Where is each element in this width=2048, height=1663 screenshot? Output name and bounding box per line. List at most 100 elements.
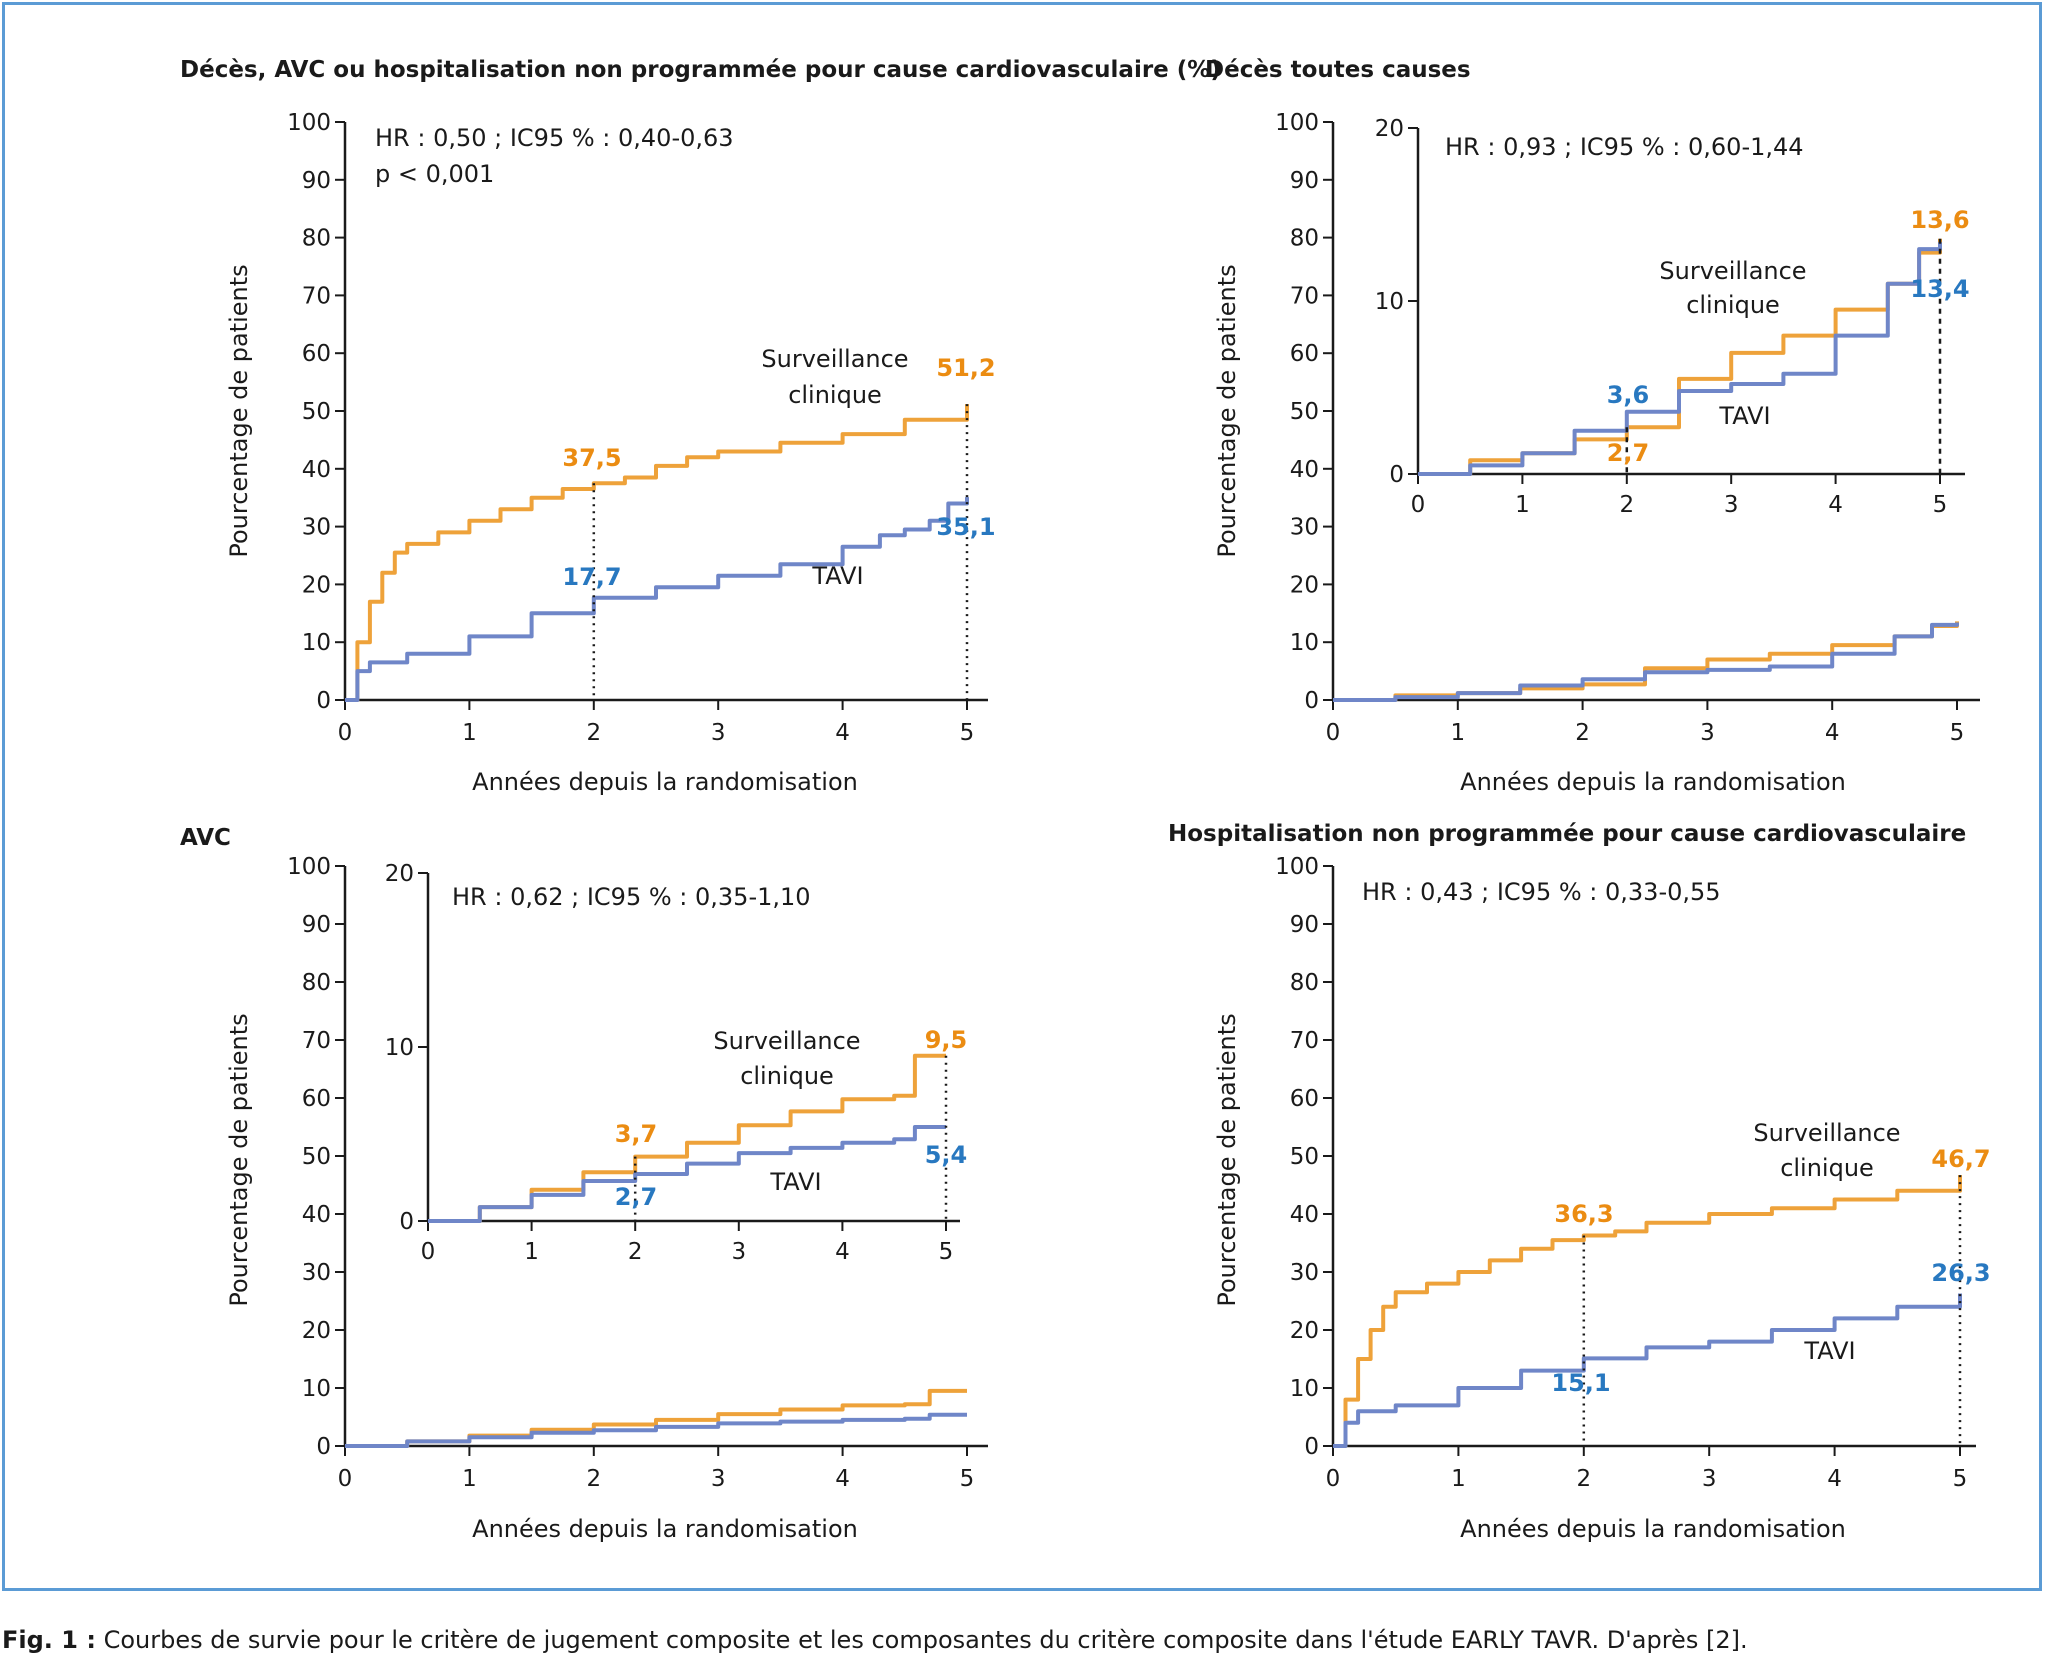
y-tick-label: 0 <box>316 688 331 714</box>
curve-label-surveillance: clinique <box>788 381 882 409</box>
x-tick-label: 3 <box>1700 720 1715 746</box>
value-annotation: 3,6 <box>1607 381 1650 409</box>
x-tick-label: 2 <box>586 1466 601 1492</box>
series-line-tavi <box>1333 1293 1962 1448</box>
x-tick-label: 0 <box>338 720 353 746</box>
y-tick-label: 30 <box>302 1260 331 1286</box>
y-tick-label: 40 <box>302 1202 331 1228</box>
inset-y-tick-label: 10 <box>1375 289 1404 315</box>
x-tick-label: 5 <box>960 1466 975 1492</box>
y-tick-label: 0 <box>316 1434 331 1460</box>
y-tick-label: 100 <box>1275 854 1319 880</box>
curve-label-surveillance: Surveillance <box>761 345 908 373</box>
x-tick-label: 4 <box>1825 720 1840 746</box>
value-annotation: 13,4 <box>1910 275 1969 303</box>
x-tick-label: 2 <box>1576 1466 1591 1492</box>
inset-x-tick-label: 4 <box>1828 492 1843 518</box>
x-axis-label: Années depuis la randomisation <box>472 768 858 796</box>
inset-series-line-tavi <box>428 1125 946 1223</box>
y-tick-label: 20 <box>302 1318 331 1344</box>
curve-label-surveillance: Surveillance <box>1659 257 1806 285</box>
figure-caption: Fig. 1 : Courbes de survie pour le critè… <box>2 1626 1748 1654</box>
y-tick-label: 10 <box>302 1376 331 1402</box>
y-tick-label: 90 <box>302 168 331 194</box>
y-tick-label: 70 <box>1290 283 1319 309</box>
x-tick-label: 4 <box>1827 1466 1842 1492</box>
inset-chart: 0 10 20 0 1 2 3 4 5 <box>385 861 960 1265</box>
chart-title: Décès, AVC ou hospitalisation non progra… <box>180 57 1221 83</box>
series-line-tavi <box>345 497 969 702</box>
value-annotation: 2,7 <box>615 1183 658 1211</box>
value-annotation: 51,2 <box>936 354 995 382</box>
inset-x-tick-label: 2 <box>628 1239 643 1265</box>
value-annotation: 46,7 <box>1931 1145 1990 1173</box>
y-tick-label: 50 <box>1290 1144 1319 1170</box>
inset-x-tick-label: 5 <box>1933 492 1948 518</box>
y-tick-label: 30 <box>1290 1260 1319 1286</box>
y-axis-label: Pourcentage de patients <box>1213 1013 1241 1306</box>
x-tick-label: 5 <box>1950 720 1965 746</box>
y-tick-label: 60 <box>302 1086 331 1112</box>
y-tick-label: 70 <box>302 283 331 309</box>
x-tick-label: 1 <box>1450 720 1465 746</box>
caption-label: Fig. 1 : <box>2 1626 96 1654</box>
curve-label-surveillance: clinique <box>1780 1154 1874 1182</box>
x-tick-label: 2 <box>1575 720 1590 746</box>
chart-panel-4: Hospitalisation non programmée pour caus… <box>1168 821 1991 1543</box>
chart-panel-2: Décès toutes causes010203040506070809010… <box>1205 57 1980 796</box>
y-tick-label: 40 <box>1290 457 1319 483</box>
y-tick-label: 10 <box>1290 1376 1319 1402</box>
inset-x-tick-label: 0 <box>421 1239 436 1265</box>
value-annotation: 35,1 <box>936 513 995 541</box>
y-tick-label: 80 <box>302 226 331 252</box>
figure-charts: Décès, AVC ou hospitalisation non progra… <box>180 57 1991 1543</box>
x-tick-label: 4 <box>835 720 850 746</box>
curve-label-surveillance: clinique <box>740 1062 834 1090</box>
inset-x-tick-label: 0 <box>1411 492 1426 518</box>
inset-x-tick-label: 3 <box>731 1239 746 1265</box>
y-tick-label: 80 <box>302 970 331 996</box>
value-annotation: 9,5 <box>925 1026 968 1054</box>
y-tick-label: 20 <box>1290 1318 1319 1344</box>
inset-y-tick-label: 0 <box>399 1209 414 1235</box>
y-tick-label: 70 <box>1290 1028 1319 1054</box>
x-axis-label: Années depuis la randomisation <box>1460 768 1846 796</box>
y-tick-label: 40 <box>1290 1202 1319 1228</box>
y-tick-label: 70 <box>302 1028 331 1054</box>
stats-text: HR : 0,93 ; IC95 % : 0,60-1,44 <box>1445 133 1804 161</box>
inset-x-tick-label: 2 <box>1619 492 1634 518</box>
y-tick-label: 80 <box>1290 970 1319 996</box>
y-tick-label: 80 <box>1290 226 1319 252</box>
y-tick-label: 90 <box>1290 912 1319 938</box>
x-tick-label: 1 <box>462 1466 477 1492</box>
y-tick-label: 50 <box>1290 399 1319 425</box>
value-annotation: 13,6 <box>1910 206 1969 234</box>
inset-x-tick-label: 1 <box>1515 492 1530 518</box>
x-tick-label: 3 <box>711 720 726 746</box>
chart-title: Hospitalisation non programmée pour caus… <box>1168 821 1966 847</box>
value-annotation: 36,3 <box>1554 1200 1613 1228</box>
x-tick-label: 1 <box>1451 1466 1466 1492</box>
inset-chart: 0 10 20 0 1 2 3 4 5 <box>1375 116 1965 518</box>
x-axis-label: Années depuis la randomisation <box>472 1515 858 1543</box>
y-tick-label: 0 <box>1304 688 1319 714</box>
y-tick-label: 60 <box>1290 341 1319 367</box>
curve-label-tavi: TAVI <box>1718 402 1770 430</box>
curve-label-tavi: TAVI <box>811 562 863 590</box>
x-tick-label: 0 <box>338 1466 353 1492</box>
stats-text: HR : 0,62 ; IC95 % : 0,35-1,10 <box>452 883 811 911</box>
x-tick-label: 2 <box>586 720 601 746</box>
y-tick-label: 90 <box>1290 168 1319 194</box>
series-line-tavi <box>1333 622 1959 702</box>
stats-text: HR : 0,50 ; IC95 % : 0,40-0,63 <box>375 124 734 152</box>
inset-x-tick-label: 5 <box>939 1239 954 1265</box>
y-axis-label: Pourcentage de patients <box>1213 264 1241 557</box>
chart-panel-1: Décès, AVC ou hospitalisation non progra… <box>180 57 1221 796</box>
y-tick-label: 100 <box>287 110 331 136</box>
inset-series-line-surveillance <box>428 1053 946 1223</box>
y-tick-label: 90 <box>302 912 331 938</box>
inset-y-tick-label: 0 <box>1389 462 1404 488</box>
curve-label-surveillance: Surveillance <box>713 1027 860 1055</box>
y-tick-label: 10 <box>302 630 331 656</box>
